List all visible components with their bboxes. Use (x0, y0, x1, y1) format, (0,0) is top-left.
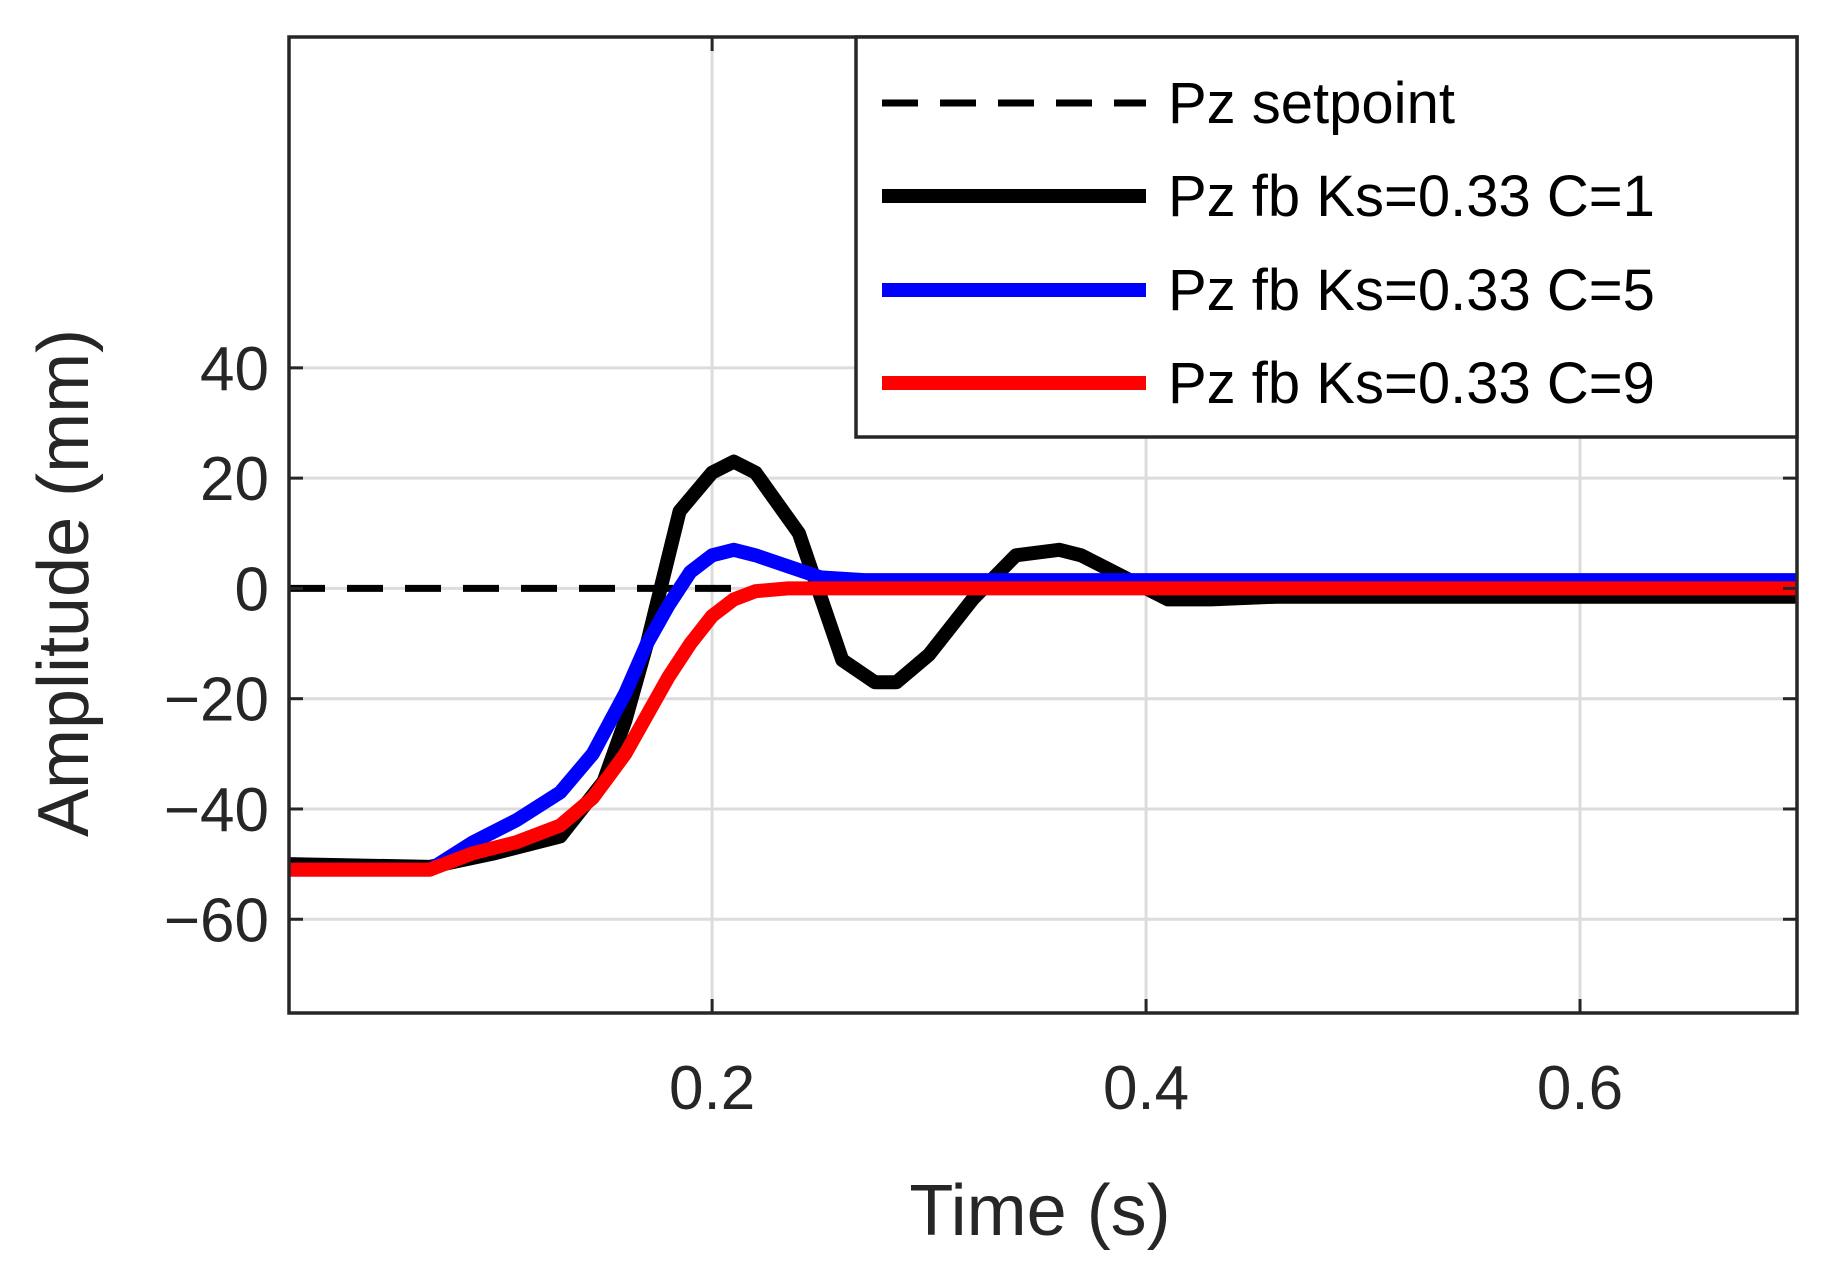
y-axis-label: Amplitude (mm) (24, 329, 104, 837)
x-tick-label: 0.2 (669, 1054, 755, 1123)
y-tick-label: 40 (200, 335, 269, 404)
legend: Pz setpoint Pz fb Ks=0.33 C=1 Pz fb Ks=0.3… (854, 35, 1799, 439)
y-tick-label: −40 (164, 776, 269, 845)
x-tick-label: 0.6 (1537, 1054, 1623, 1123)
series-layer (288, 454, 1797, 877)
x-axis-label: Time (s) (909, 1171, 1170, 1251)
legend-label-2: Pz fb Ks=0.33 C=1 (1168, 164, 1655, 229)
legend-label-4: Pz fb Ks=0.33 C=9 (1168, 351, 1655, 416)
x-tick-label: 0.4 (1103, 1054, 1189, 1123)
y-tick-label: 0 (235, 555, 269, 624)
y-tick-label: −60 (164, 886, 269, 955)
series-line-3 (289, 542, 1797, 877)
tick-label-layer: −60 −40 −20 0 20 40 0.2 0.4 0.6 (164, 335, 1623, 1123)
series-line-4 (289, 581, 1797, 877)
y-tick-label: −20 (164, 666, 269, 735)
legend-label-3: Pz fb Ks=0.33 C=5 (1168, 258, 1655, 323)
y-tick-label: 20 (200, 445, 269, 514)
series-line-2 (288, 454, 1797, 874)
legend-label-1: Pz setpoint (1168, 71, 1455, 136)
